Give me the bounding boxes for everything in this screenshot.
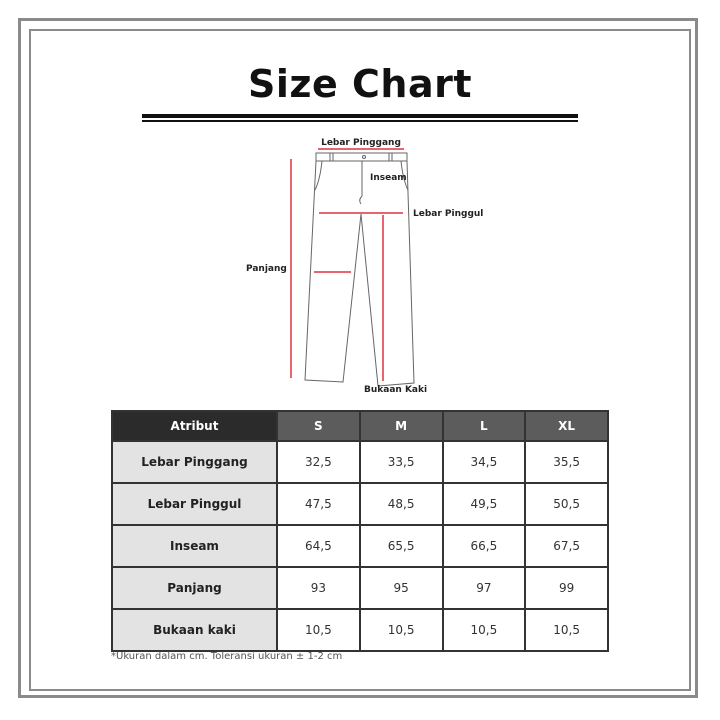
outer-frame [18,18,698,698]
size-value-cell: 48,5 [358,482,444,526]
header-size-s: S [276,410,361,442]
measure-lines [290,148,404,381]
inner-frame [29,29,691,691]
size-value-cell: 50,5 [524,482,609,526]
label-inseam: Inseam [370,173,407,183]
row-attribute: Lebar Pinggul [111,482,278,526]
size-value-cell: 35,5 [524,440,609,484]
size-value-cell: 49,5 [441,482,527,526]
title-underline [142,114,578,118]
page-title: Size Chart [247,62,472,106]
table-row: Bukaan kaki 10,5 10,5 10,5 10,5 [111,608,609,652]
header-size-l: L [441,410,527,442]
footnote: *Ukuran dalam cm. Toleransi ukuran ± 1-2… [111,651,343,662]
size-value-cell: 32,5 [276,440,361,484]
label-leg-opening: Bukaan Kaki [364,385,427,395]
size-value-cell: 67,5 [524,524,609,568]
row-attribute: Bukaan kaki [111,608,278,652]
header-size-m: M [358,410,444,442]
row-attribute: Lebar Pinggang [111,440,278,484]
size-value-cell: 93 [276,566,361,610]
table-row: Panjang 93 95 97 99 [111,566,609,610]
size-value-cell: 99 [524,566,609,610]
size-value-cell: 66,5 [441,524,527,568]
label-waist: Lebar Pinggang [321,138,401,148]
size-table: Atribut S M L XL Lebar Pinggang 32,5 33,5 3… [111,410,609,652]
size-value-cell: 34,5 [441,440,527,484]
label-length: Panjang [246,264,287,274]
size-value-cell: 10,5 [358,608,444,652]
row-attribute: Inseam [111,524,278,568]
table-row: Lebar Pinggang 32,5 33,5 34,5 35,5 [111,440,609,484]
header-attribute: Atribut [111,410,278,442]
pants-outline [304,152,415,387]
table-row: Lebar Pinggul 47,5 48,5 49,5 50,5 [111,482,609,526]
size-value-cell: 64,5 [276,524,361,568]
size-value-cell: 95 [358,566,444,610]
size-value-cell: 47,5 [276,482,361,526]
label-hip: Lebar Pinggul [413,209,483,219]
title-underline-thin [142,120,578,122]
size-value-cell: 97 [441,566,527,610]
size-value-cell: 10,5 [524,608,609,652]
size-value-cell: 10,5 [276,608,361,652]
row-attribute: Panjang [111,566,278,610]
table-header-row: Atribut S M L XL [111,410,609,442]
table-row: Inseam 64,5 65,5 66,5 67,5 [111,524,609,568]
size-value-cell: 33,5 [358,440,444,484]
size-value-cell: 10,5 [441,608,527,652]
pants-diagram: Lebar Pinggang Inseam Lebar Pinggul Panj… [246,138,483,395]
size-value-cell: 65,5 [358,524,444,568]
header-size-xl: XL [524,410,609,442]
